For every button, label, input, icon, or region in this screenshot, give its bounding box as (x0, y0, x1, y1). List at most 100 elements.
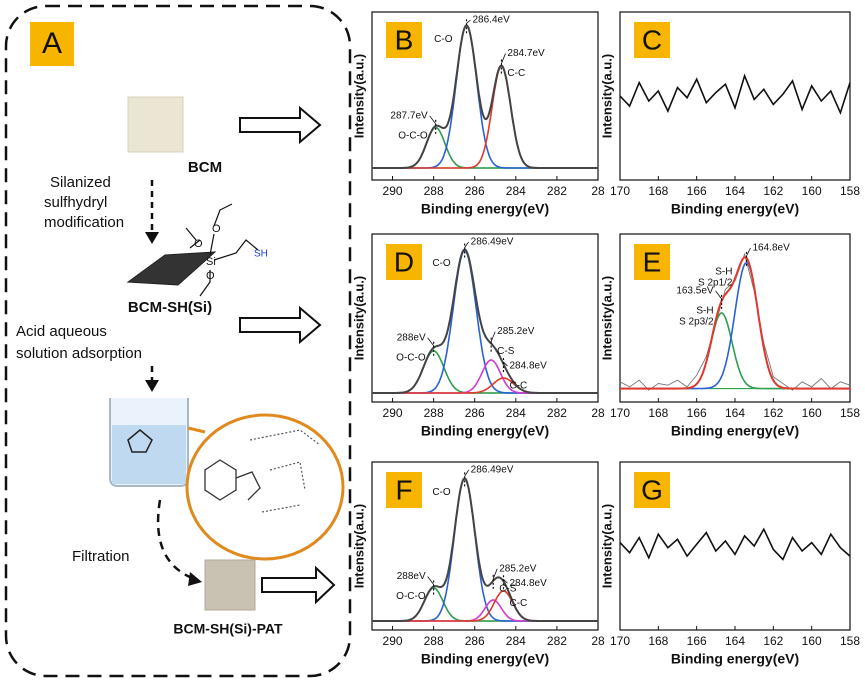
x-axis-label: Binding energy(eV) (421, 651, 549, 667)
x-axis-label: Binding energy(eV) (671, 651, 799, 667)
zoom-line (187, 426, 206, 434)
molecule-sketch (204, 459, 261, 501)
spectrum-panel: 290 288 286 284 282 28 Binding energy(eV) Inten… (351, 461, 605, 667)
label-box (634, 244, 670, 280)
panel-a: A BCM Silanized sulfhydryl modification … (4, 4, 352, 678)
pat-film (204, 559, 256, 611)
atom: O (194, 238, 203, 250)
product-label: BCM-SH(Si) (128, 299, 212, 316)
bcm-sample (127, 96, 184, 153)
x-tick-label: 162 (763, 406, 783, 420)
peak-name: O-C-O (398, 131, 428, 142)
x-tick-label: 28 (591, 634, 605, 648)
spectrum-panel: 170 168 166 164 162 160 158 Binding energy(eV) I… (599, 11, 860, 217)
step-text: Acid aqueous (16, 323, 107, 340)
zoom-circle (185, 413, 345, 561)
bcm-sh-sheet (126, 251, 217, 286)
x-tick-label: 170 (610, 406, 630, 420)
peak-name: S-H (696, 306, 713, 317)
x-tick-label: 290 (383, 634, 403, 648)
annotation-arrow (427, 576, 434, 585)
peak-name: C-O (434, 34, 453, 45)
peak-annotation: 163.5eV (676, 286, 714, 297)
x-tick-label: 170 (610, 184, 630, 198)
panel-label: F (395, 474, 412, 505)
x-tick-label: 290 (383, 406, 403, 420)
peak-name: S 2p3/2 (679, 317, 714, 328)
atom: SH (254, 249, 268, 260)
atom: O (206, 270, 215, 282)
peak-name: S-H (715, 267, 732, 278)
x-tick-label: 164 (725, 406, 745, 420)
label-box (386, 22, 422, 58)
panel-border (4, 4, 352, 678)
spectrum-line (619, 527, 851, 561)
spectrum-line (619, 73, 851, 116)
y-axis-label: Intensity(a.u.) (351, 54, 366, 139)
panel-label: G (641, 474, 663, 505)
step-text: solution adsorption (16, 345, 142, 362)
spectrum-panel: 170 168 166 164 162 160 158 Binding energy(eV) I… (599, 233, 860, 439)
x-tick-label: 170 (610, 634, 630, 648)
product-label: BCM-SH(Si)-PAT (173, 621, 283, 637)
peak-annotation: 285.2eV (497, 326, 535, 337)
peak-annotation: 284.8eV (509, 578, 547, 589)
annotation-arrow (429, 115, 437, 125)
label-box (386, 244, 422, 280)
pat-molecule (127, 429, 153, 453)
x-tick-label: 28 (591, 184, 605, 198)
annotation-arrow (490, 331, 496, 342)
x-tick-label: 286 (465, 634, 485, 648)
envelope (372, 248, 598, 394)
panel-label: D (394, 246, 414, 277)
envelope (620, 256, 850, 390)
peak-name: C-C (509, 598, 527, 609)
peak-annotation: 287.7eV (390, 111, 428, 122)
envelope (372, 477, 598, 622)
step-text: Silanized (50, 174, 111, 191)
y-axis-label: Intensity(a.u.) (351, 276, 366, 361)
label-box (30, 22, 74, 66)
x-tick-label: 166 (687, 634, 707, 648)
label-box (634, 22, 670, 58)
arrow-head (188, 572, 202, 586)
x-tick-label: 168 (648, 184, 668, 198)
panel-label: E (643, 246, 662, 277)
x-tick-label: 286 (465, 184, 485, 198)
annotation-arrow (492, 568, 498, 579)
peak-name: C-S (497, 346, 515, 357)
spectrum-panel: 290 288 286 284 282 28 Binding energy(eV) Inten… (351, 11, 605, 217)
peak-name: O-C-O (396, 352, 426, 363)
x-tick-label: 168 (648, 406, 668, 420)
x-tick-label: 168 (648, 634, 668, 648)
x-tick-label: 284 (506, 184, 526, 198)
y-axis-label: Intensity(a.u.) (599, 54, 614, 139)
annotation-arrow (464, 469, 469, 477)
label-box (634, 472, 670, 508)
x-tick-label: 160 (802, 406, 822, 420)
annotation-arrow (464, 241, 469, 248)
x-tick-label: 158 (840, 184, 860, 198)
peak-name: O-C-O (396, 591, 426, 602)
annotation-arrow (503, 361, 508, 367)
x-tick-label: 288 (424, 634, 444, 648)
solution (112, 425, 186, 484)
peak-name: C-O (432, 258, 451, 269)
atom: O (212, 223, 221, 235)
y-axis-label: Intensity(a.u.) (599, 504, 614, 589)
peak-name: C-C (509, 381, 527, 392)
y-axis-label: Intensity(a.u.) (599, 276, 614, 361)
x-tick-label: 162 (763, 184, 783, 198)
annotation-arrow (503, 578, 508, 584)
panel-label: A (42, 27, 62, 60)
peak-name: C-O (432, 487, 451, 498)
x-axis-label: Binding energy(eV) (421, 201, 549, 217)
x-tick-label: 284 (506, 634, 526, 648)
molecule-bonds (185, 203, 259, 297)
x-tick-label: 164 (725, 634, 745, 648)
peak-annotation: 288eV (397, 332, 426, 343)
annotation-arrow (427, 337, 434, 346)
envelope (372, 24, 598, 169)
peak-annotation: 284.7eV (507, 48, 545, 59)
